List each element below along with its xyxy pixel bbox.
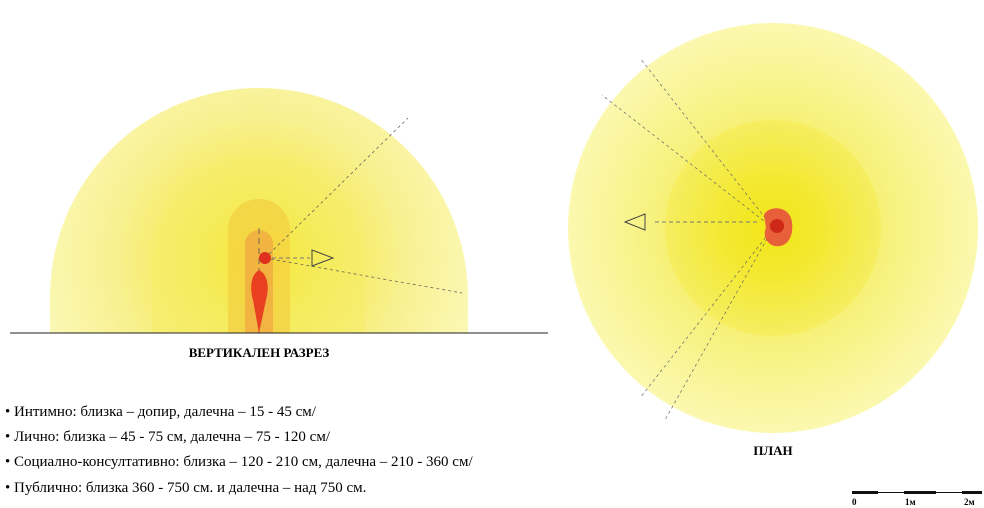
zone-item: • Лично: близка – 45 - 75 см, далечна – … — [5, 429, 331, 445]
scale-segment — [962, 491, 982, 494]
view-arrow — [311, 249, 335, 267]
head — [259, 252, 271, 264]
zone-list: • Интимно: близка – допир, далечна – 15 … — [5, 404, 473, 496]
sight-line — [664, 227, 774, 421]
section-label: ВЕРТИКАЛЕН РАЗРЕЗ — [189, 345, 330, 360]
sight-line — [601, 94, 774, 229]
vertical-section: ВЕРТИКАЛЕН РАЗРЕЗ — [10, 88, 548, 360]
zone-item: • Публично: близка 360 - 750 см. и далеч… — [5, 480, 366, 496]
scale-label: 0 — [852, 497, 857, 507]
scale-label: 2м — [964, 497, 975, 507]
scale-label: 1м — [905, 497, 916, 507]
plan-label: ПЛАН — [753, 443, 792, 458]
zone-item: • Социално-консултативно: близка – 120 -… — [5, 454, 473, 470]
scale-bar: 0 1м 2м — [852, 491, 982, 507]
plan: ПЛАН — [568, 23, 978, 458]
scale-segment — [852, 491, 878, 494]
view-arrow — [623, 213, 646, 231]
body — [251, 270, 268, 333]
head — [770, 219, 784, 233]
scale-segment — [936, 492, 962, 493]
scale-segment — [878, 492, 904, 493]
scale-segment — [904, 491, 936, 494]
zone-item: • Интимно: близка – допир, далечна – 15 … — [5, 404, 317, 420]
